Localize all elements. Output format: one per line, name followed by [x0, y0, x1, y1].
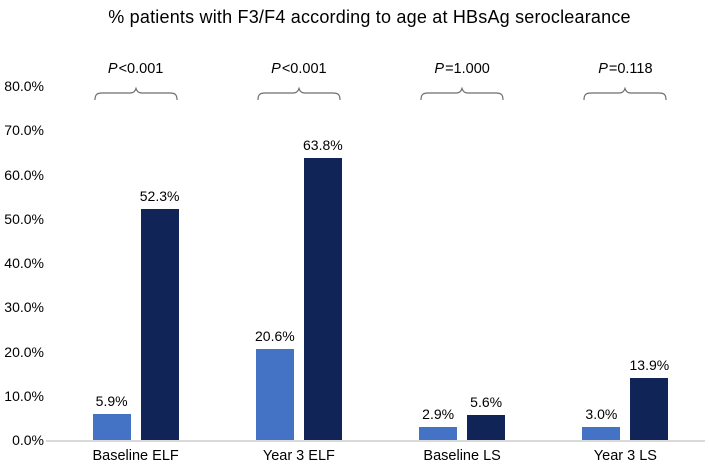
p-value-label: P<0.001 — [107, 61, 164, 77]
category-label: Baseline LS — [423, 448, 501, 464]
bar-value-label: 5.9% — [95, 392, 128, 409]
chart-title: % patients with F3/F4 according to age a… — [108, 7, 631, 27]
y-axis-tick-label: 0.0% — [12, 432, 44, 448]
bar-value-label: 13.9% — [629, 357, 670, 374]
category-label: Baseline ELF — [92, 448, 179, 464]
p-value-label: P=0.118 — [598, 61, 653, 77]
bar — [419, 427, 458, 440]
bar-value-label: 2.9% — [422, 406, 455, 423]
bar — [630, 378, 669, 440]
significance-bracket — [583, 86, 667, 101]
y-axis-tick-label: 20.0% — [4, 343, 44, 360]
bar — [140, 208, 179, 440]
y-axis-tick-label: 50.0% — [4, 210, 44, 227]
bar — [467, 415, 506, 440]
p-value-label: P=1.000 — [434, 61, 490, 77]
bar-value-label: 52.3% — [139, 187, 180, 204]
y-axis-tick-label: 70.0% — [4, 122, 44, 139]
bar — [255, 348, 294, 440]
bar — [582, 426, 621, 440]
y-axis-tick-label: 30.0% — [4, 299, 44, 316]
bar — [303, 157, 342, 440]
category-label: Year 3 ELF — [262, 448, 335, 464]
p-value-label: P<0.001 — [271, 61, 327, 77]
bar-value-label: 5.6% — [470, 394, 503, 411]
significance-bracket — [257, 86, 341, 101]
y-axis-tick-label: 40.0% — [4, 255, 44, 271]
significance-bracket — [94, 86, 178, 101]
y-axis-tick-label: 60.0% — [4, 166, 44, 183]
x-axis-line — [46, 440, 705, 442]
y-axis-tick-label: 10.0% — [4, 387, 44, 404]
bar-value-label: 20.6% — [255, 327, 295, 344]
bar-value-label: 63.8% — [303, 136, 343, 153]
bar — [92, 413, 131, 440]
significance-bracket — [420, 86, 504, 101]
bar-value-label: 3.0% — [585, 405, 618, 422]
category-label: Year 3 LS — [593, 448, 657, 464]
y-axis-tick-label: 80.0% — [4, 78, 44, 94]
